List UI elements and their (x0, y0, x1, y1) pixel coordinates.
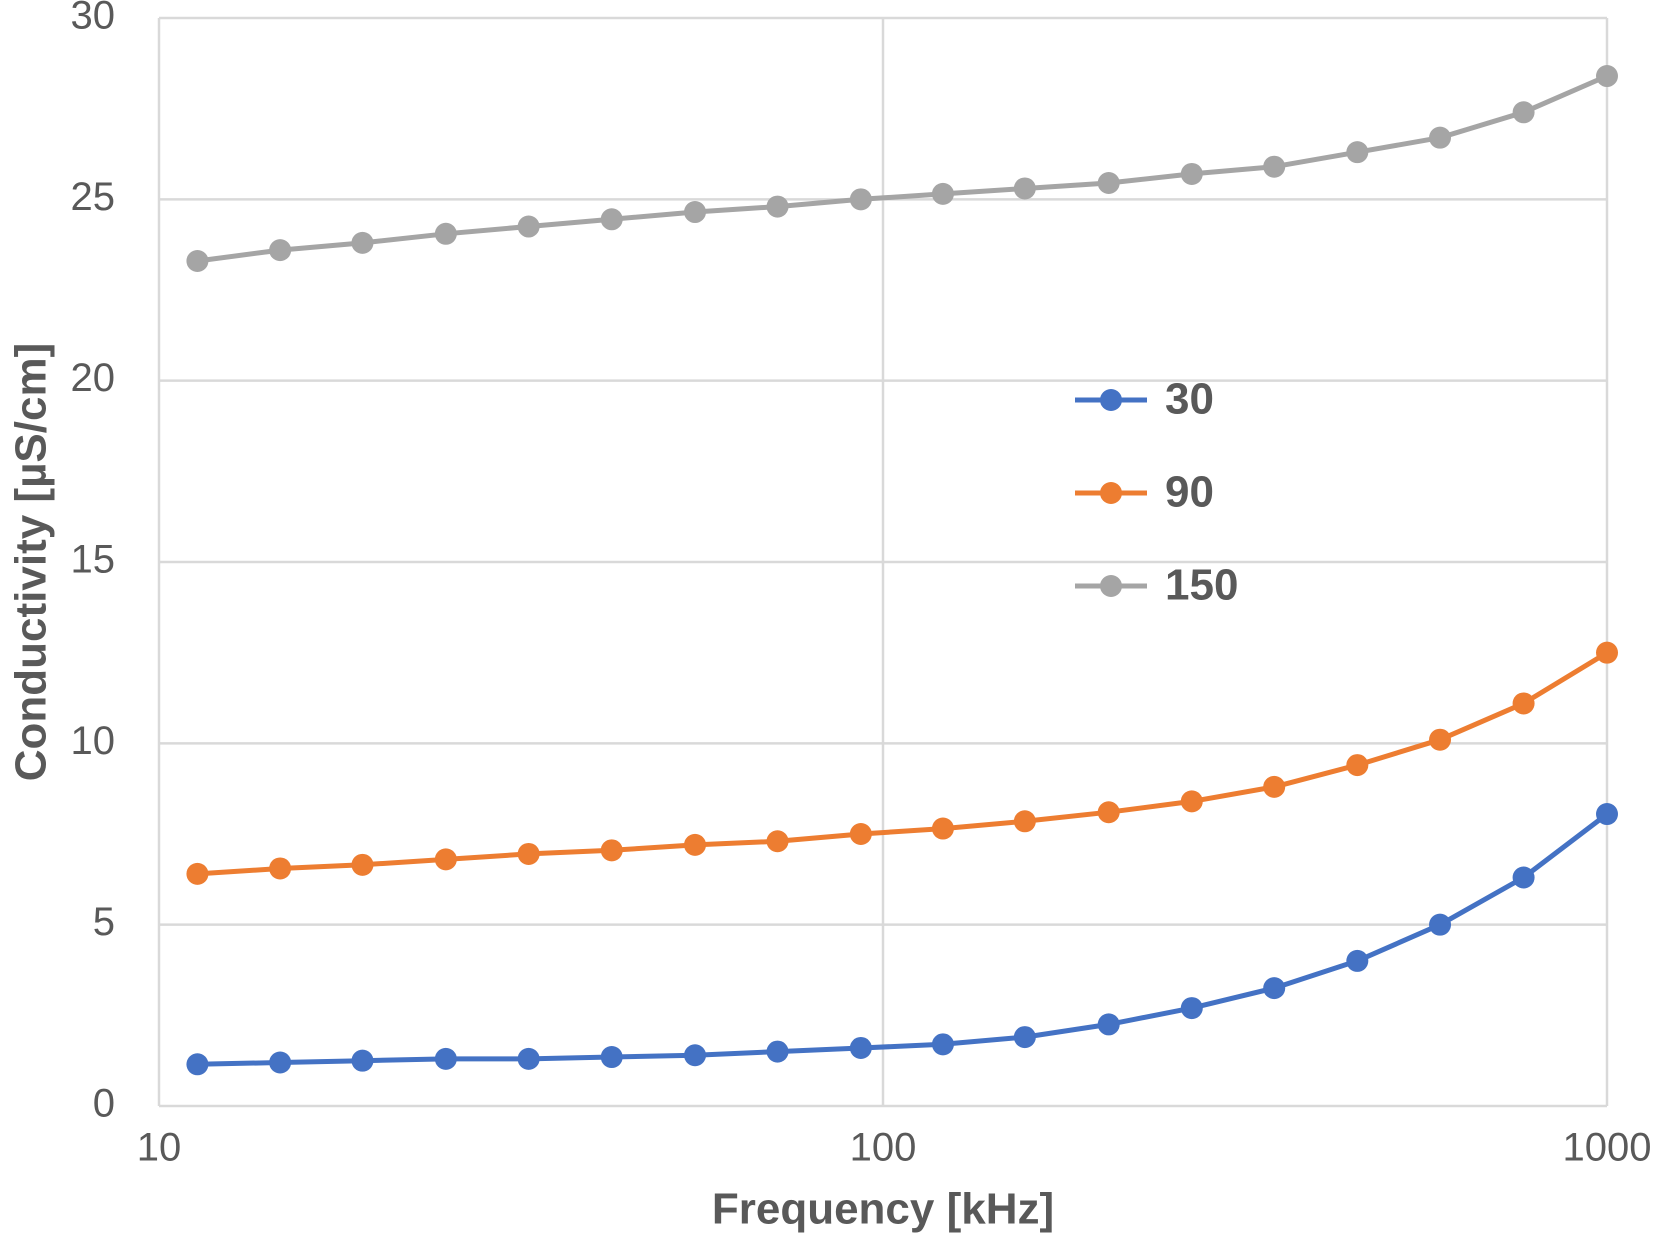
point (517, 842, 540, 865)
point (269, 1051, 292, 1074)
y-tick-label: 10 (71, 719, 116, 763)
point (684, 1044, 707, 1067)
point (600, 208, 623, 231)
point (1429, 126, 1452, 149)
point (434, 222, 457, 245)
point (1263, 775, 1286, 798)
point (931, 1033, 954, 1056)
y-axis-title: Conductivity [µS/cm] (7, 343, 56, 782)
point (269, 239, 292, 262)
point (1263, 155, 1286, 178)
point (1013, 810, 1036, 833)
point (186, 249, 209, 272)
point (1596, 65, 1618, 88)
point (600, 839, 623, 862)
point (600, 1046, 623, 1069)
point (351, 853, 374, 876)
point (1180, 162, 1203, 185)
point (1346, 949, 1369, 972)
point (1097, 1013, 1120, 1036)
point (1596, 803, 1618, 826)
point (1013, 177, 1036, 200)
point (684, 201, 707, 224)
point (849, 1036, 872, 1059)
point (1180, 790, 1203, 813)
point (1013, 1026, 1036, 1049)
point (517, 215, 540, 238)
legend-label: 90 (1165, 468, 1214, 517)
point (186, 1053, 209, 1076)
legend-label: 150 (1165, 561, 1238, 610)
point (766, 1040, 789, 1063)
point (849, 188, 872, 211)
point (434, 848, 457, 871)
point (1097, 172, 1120, 195)
series-line (197, 73, 1608, 264)
point (434, 1047, 457, 1070)
x-tick-label: 1000 (1563, 1126, 1652, 1170)
point (269, 857, 292, 880)
y-tick-label: 15 (71, 538, 116, 582)
point (1180, 997, 1203, 1020)
x-tick-label: 100 (850, 1126, 917, 1170)
legend-label: 30 (1165, 375, 1214, 424)
point (351, 231, 374, 254)
point (1346, 141, 1369, 164)
point (186, 862, 209, 885)
point (1097, 801, 1120, 824)
point (1512, 692, 1535, 715)
point (931, 182, 954, 205)
point (766, 195, 789, 218)
point (1512, 101, 1535, 124)
point (849, 823, 872, 845)
series-line (197, 812, 1609, 1067)
y-tick-label: 30 (71, 0, 116, 38)
series-line (197, 650, 1609, 877)
y-tick-label: 0 (93, 1082, 115, 1126)
point (1429, 913, 1452, 936)
x-tick-label: 10 (137, 1126, 182, 1170)
point (1429, 728, 1452, 751)
legend-marker (1100, 389, 1122, 411)
point (1512, 866, 1535, 889)
point (684, 833, 707, 856)
legend-marker (1100, 575, 1122, 597)
point (517, 1047, 540, 1070)
point (1346, 754, 1369, 777)
y-tick-label: 25 (71, 175, 116, 219)
x-axis-title: Frequency [kHz] (712, 1185, 1054, 1234)
point (1596, 641, 1618, 664)
point (1263, 977, 1286, 1000)
point (931, 817, 954, 840)
y-tick-label: 20 (71, 356, 116, 400)
point (351, 1049, 374, 1072)
point (766, 830, 789, 853)
legend-marker (1100, 482, 1122, 504)
y-tick-label: 5 (93, 900, 115, 944)
